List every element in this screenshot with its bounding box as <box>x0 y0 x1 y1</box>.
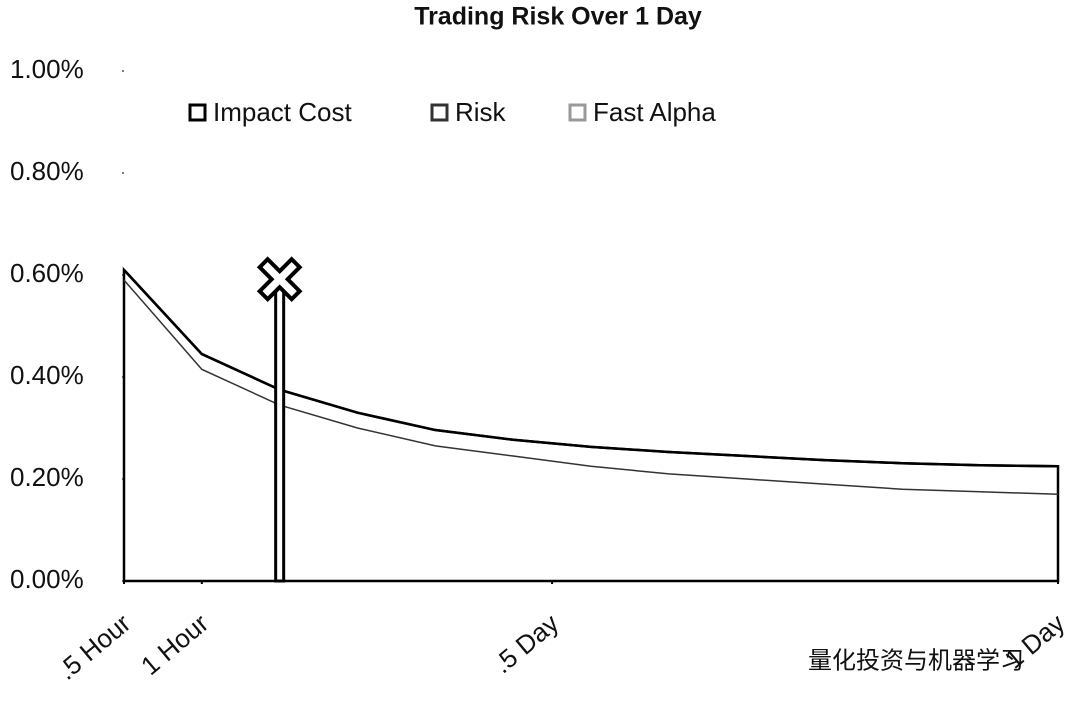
legend-swatch <box>430 103 449 122</box>
y-tick-label: 0.60% <box>10 258 84 288</box>
chart-title: Trading Risk Over 1 Day <box>414 3 702 31</box>
x-tick-label: .5 Hour <box>52 608 137 686</box>
legend-label: Risk <box>455 97 507 127</box>
marker-cross <box>256 256 303 303</box>
legend-label: Fast Alpha <box>593 97 716 127</box>
marker-bar <box>274 283 286 583</box>
x-tick-label: 1 Hour <box>135 608 214 681</box>
y-tick-label: 1.00% <box>10 54 84 84</box>
area-outline <box>122 266 1060 583</box>
legend-swatch <box>188 103 207 122</box>
x-tick-label: .5 Day <box>488 608 565 679</box>
y-tick-label: 0.80% <box>10 156 84 186</box>
legend-swatch <box>568 103 587 122</box>
legend-label: Impact Cost <box>213 97 352 127</box>
y-tick-label: 0.00% <box>10 564 84 594</box>
watermark: 量化投资与机器学习 <box>808 647 1024 674</box>
y-tick-label: 0.20% <box>10 462 84 492</box>
y-tick-label: 0.40% <box>10 360 84 390</box>
